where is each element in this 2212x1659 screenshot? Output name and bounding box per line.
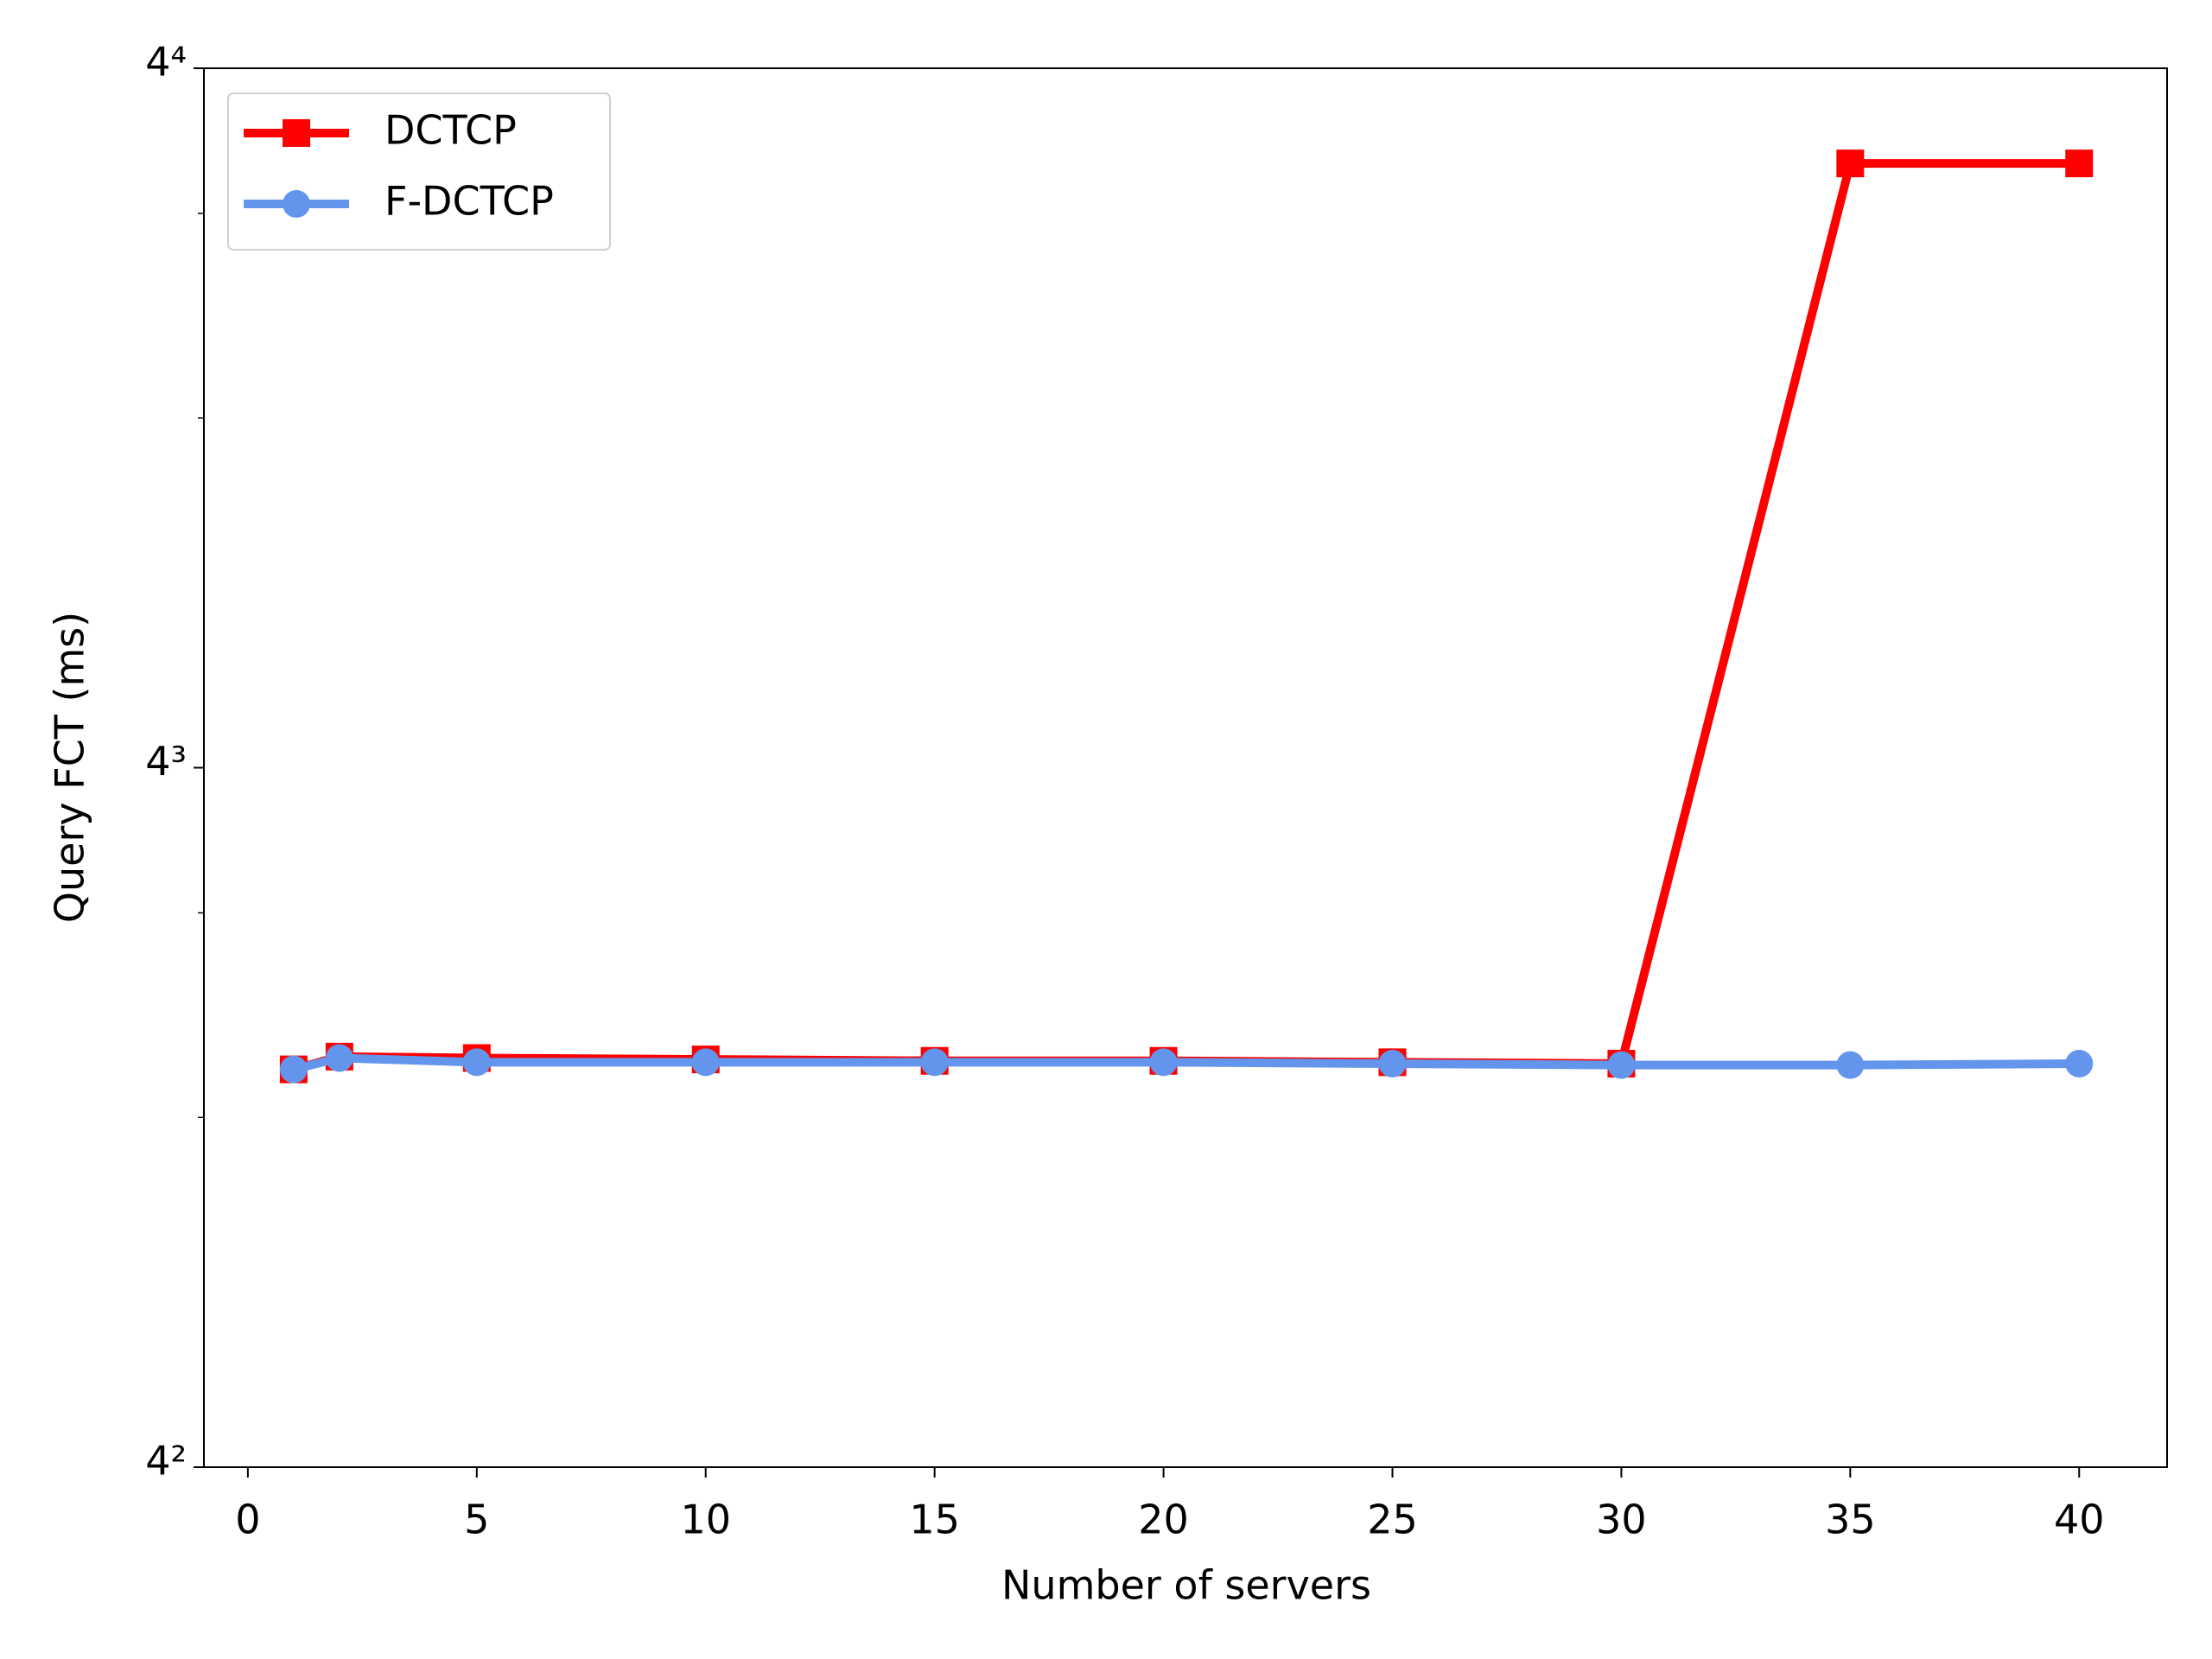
x-tick-label: 25 [1367, 1497, 1418, 1543]
marker [1836, 149, 1865, 178]
legend-label: F-DCTCP [385, 178, 554, 225]
x-tick-label: 0 [235, 1497, 260, 1543]
marker [279, 1055, 308, 1084]
marker [1149, 1048, 1178, 1077]
x-tick-label: 30 [1596, 1497, 1647, 1543]
x-tick-label: 10 [680, 1497, 731, 1543]
y-tick-label: 4² [145, 1438, 187, 1484]
x-tick-label: 20 [1138, 1497, 1189, 1543]
marker [283, 119, 310, 147]
x-tick-label: 15 [909, 1497, 960, 1543]
y-tick-label: 4⁴ [145, 39, 187, 86]
marker [1836, 1051, 1865, 1079]
x-tick-label: 40 [2054, 1497, 2105, 1543]
marker [2065, 149, 2094, 178]
series-line [292, 159, 2080, 1074]
legend-label: DCTCP [385, 107, 517, 154]
plot-frame [203, 67, 2168, 1468]
marker [2065, 1049, 2094, 1077]
marker [462, 1048, 491, 1077]
marker [1607, 1051, 1636, 1079]
x-tick-label: 35 [1825, 1497, 1876, 1543]
marker [691, 1048, 720, 1077]
series-line [292, 1053, 2080, 1074]
x-axis-label: Number of servers [1001, 1562, 1371, 1609]
marker [1378, 1049, 1407, 1077]
marker [283, 190, 310, 218]
marker [920, 1048, 949, 1077]
y-axis-label: Query FCT (ms) [47, 612, 93, 923]
x-tick-label: 5 [464, 1497, 489, 1543]
marker [325, 1044, 353, 1072]
y-tick-label: 4³ [145, 738, 187, 785]
